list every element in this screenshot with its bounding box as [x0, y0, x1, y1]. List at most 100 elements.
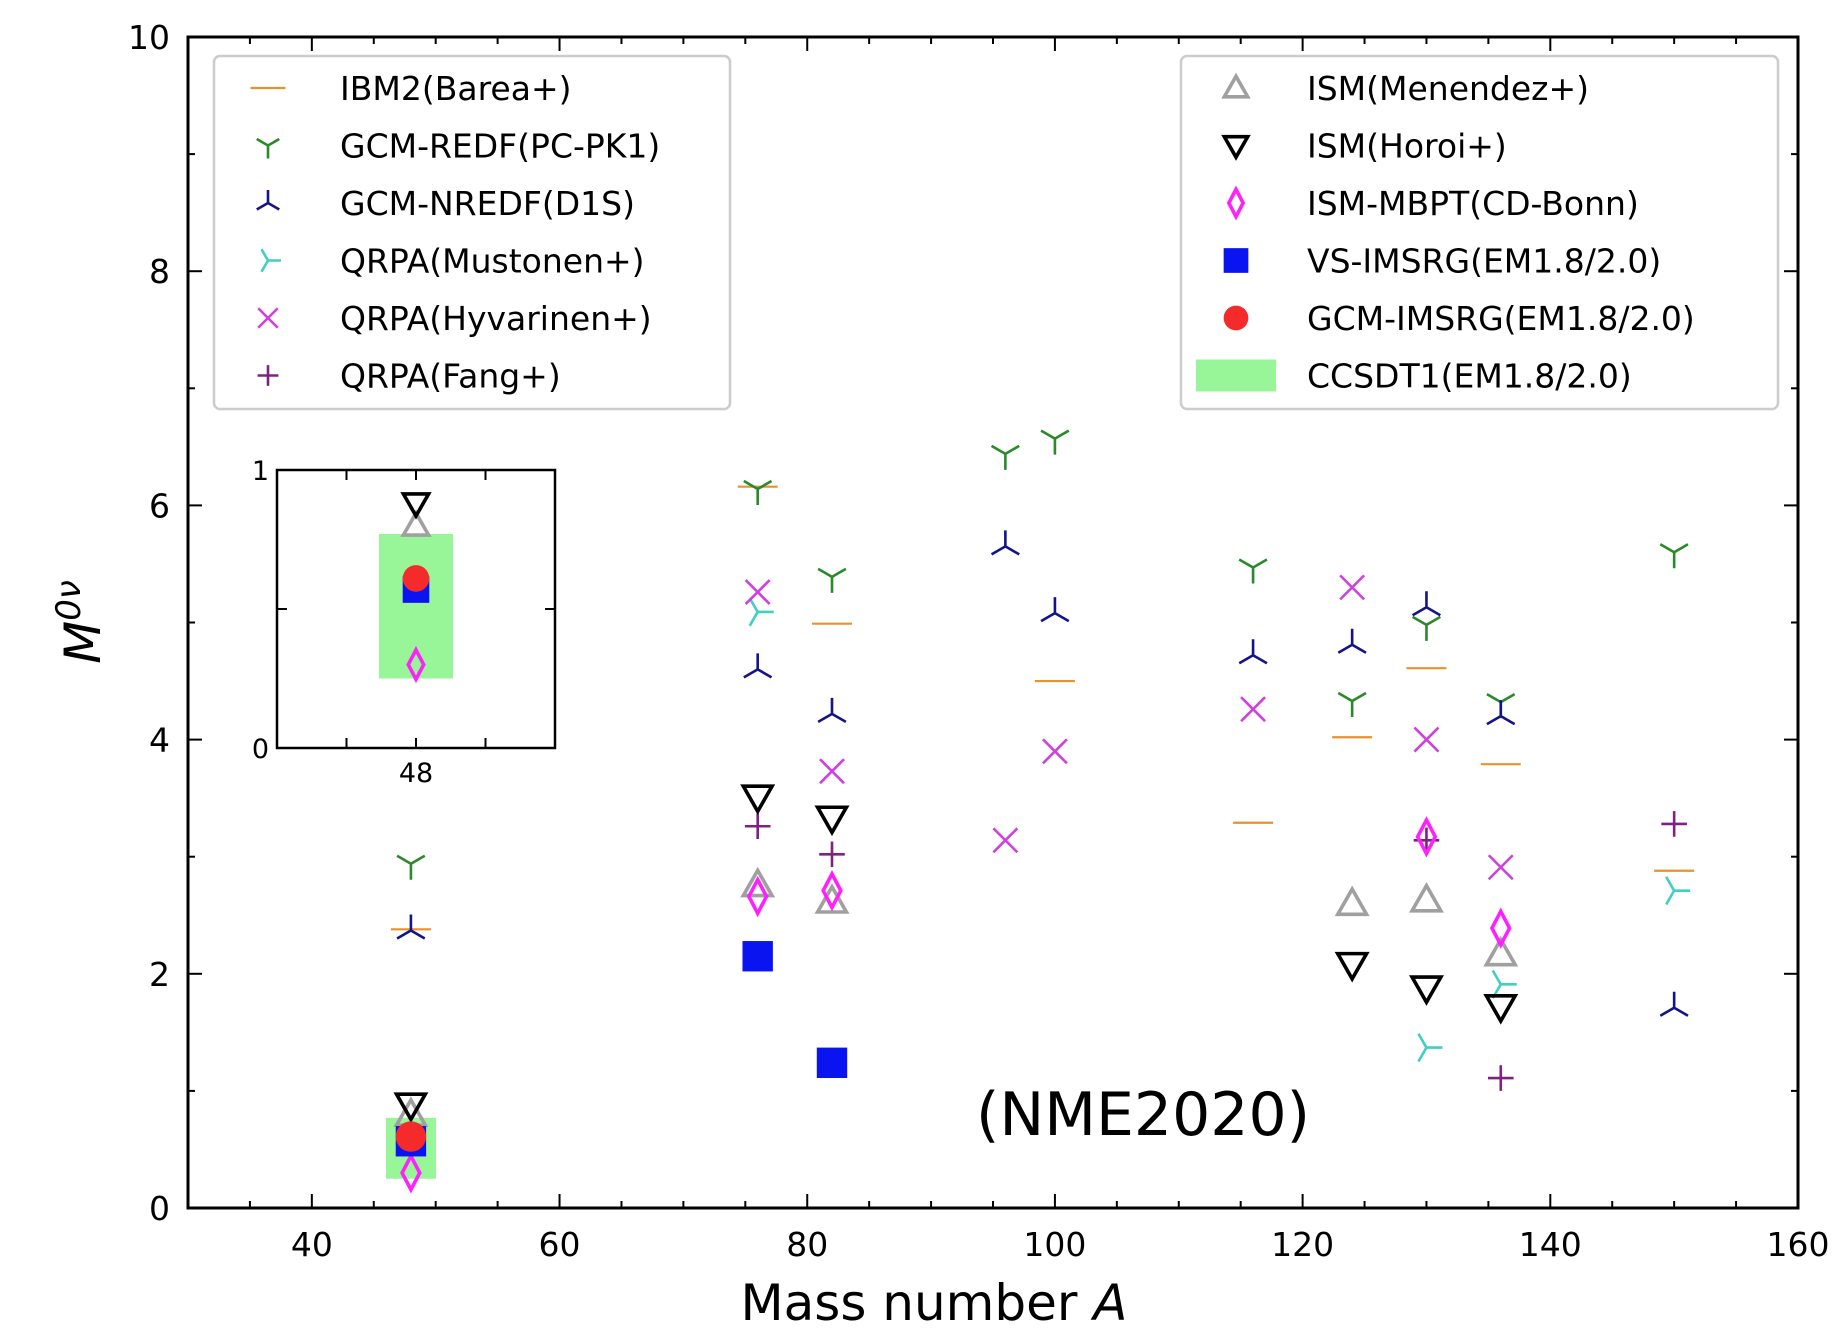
- data-point-gcm-nredf-d1s: [396, 914, 426, 940]
- data-point-gcm-nredf-d1s: [990, 530, 1020, 556]
- legend-swatch-ccsdt1-em1-8-2-0: [1196, 359, 1276, 392]
- legend-marker-ism-horoi: [1221, 134, 1251, 161]
- x-tick-label: 40: [291, 1225, 333, 1264]
- x-tick-label: 120: [1271, 1225, 1334, 1264]
- data-point-ism-menendez: [1334, 885, 1370, 917]
- x-tick-label: 100: [1023, 1225, 1086, 1264]
- inset-x-tick-label: 48: [399, 758, 433, 789]
- legend-label-ism-horoi: ISM(Horoi+): [1307, 127, 1507, 166]
- y-tick-label: 8: [149, 252, 170, 291]
- y-axis-title: M0ν: [49, 580, 112, 664]
- legend-label-gcm-redf-pc-pk1: GCM-REDF(PC-PK1): [340, 127, 660, 166]
- legend-right-frame: [1179, 54, 1780, 411]
- data-point-gcm-redf-pc-pk1: [1040, 429, 1070, 455]
- data-point-qrpa-hyvarinen: [1413, 726, 1440, 753]
- data-point-gcm-redf-pc-pk1: [1411, 615, 1441, 641]
- data-point-qrpa-mustonen: [1417, 1033, 1443, 1063]
- y-tick-label: 4: [149, 721, 170, 760]
- data-point-ism-mbpt-cd-bonn: [746, 875, 769, 918]
- data-point-ism-horoi: [740, 784, 776, 816]
- data-point-vs-imsrg-em1-8-2-0: [742, 941, 773, 972]
- nme2020-annotation: (NME2020): [976, 1080, 1310, 1150]
- legend-marker-qrpa-fang: [257, 365, 279, 386]
- data-point-ism-mbpt-cd-bonn: [821, 869, 843, 912]
- data-point-qrpa-hyvarinen: [1339, 574, 1366, 601]
- data-point-gcm-redf-pc-pk1: [817, 567, 847, 593]
- data-point-qrpa-hyvarinen: [819, 758, 845, 785]
- data-point-ism-menendez: [1408, 881, 1444, 913]
- data-point-ism-horoi: [1334, 951, 1370, 983]
- inset-ticks: 48 0 1: [252, 456, 555, 789]
- data-point-gcm-nredf-d1s: [817, 697, 847, 723]
- plot-marks: [385, 429, 1695, 1194]
- x-tick-label: 140: [1519, 1225, 1582, 1264]
- data-point-gcm-nredf-d1s: [1238, 639, 1268, 665]
- data-point-gcm-redf-pc-pk1: [396, 854, 426, 880]
- data-point-ism-menendez: [740, 866, 776, 898]
- data-point-gcm-nredf-d1s: [1659, 991, 1689, 1017]
- data-point-gcm-nredf-d1s: [1337, 628, 1367, 654]
- data-point-qrpa-mustonen: [1665, 876, 1691, 906]
- legend-marker-qrpa-mustonen: [260, 248, 281, 273]
- data-point-gcm-redf-pc-pk1: [743, 479, 773, 506]
- data-point-ism-mbpt-cd-bonn: [1489, 907, 1512, 949]
- legend-left-frame: [212, 54, 732, 411]
- legend-label-gcm-imsrg-em1-8-2-0: GCM-IMSRG(EM1.8/2.0): [1307, 299, 1695, 338]
- data-point-qrpa-hyvarinen: [992, 827, 1019, 854]
- legend-marker-qrpa-hyvarinen: [257, 307, 279, 329]
- data-point-gcm-redf-pc-pk1: [990, 444, 1020, 470]
- data-point-gcm-nredf-d1s: [1486, 700, 1516, 726]
- y-tick-label: 6: [149, 486, 170, 525]
- data-point-qrpa-fang: [1661, 811, 1687, 837]
- x-tick-label: 160: [1767, 1225, 1830, 1264]
- data-point-gcm-nredf-d1s: [743, 653, 773, 679]
- x-axis-title: Mass number A: [740, 1274, 1127, 1332]
- legend-label-ccsdt1-em1-8-2-0: CCSDT1(EM1.8/2.0): [1307, 357, 1632, 396]
- data-point-ism-menendez: [1483, 935, 1519, 967]
- inset-point-ism-menendez: [400, 509, 432, 537]
- axis-ticks: [187, 36, 1799, 1209]
- legend-label-qrpa-mustonen: QRPA(Mustonen+): [340, 242, 645, 281]
- inset-point-gcm-imsrg-em1-8-2-0: [402, 565, 430, 592]
- inset-y-tick-label: 1: [252, 456, 269, 487]
- data-point-ism-horoi: [814, 805, 850, 837]
- legend-marker-gcm-imsrg-em1-8-2-0: [1223, 305, 1249, 331]
- legend-label-ibm2-barea: IBM2(Barea+): [340, 69, 571, 108]
- data-point-gcm-redf-pc-pk1: [1238, 558, 1268, 584]
- legend-right: ISM(Menendez+) ISM(Horoi+) ISM-MBPT(CD-Bon…: [1179, 54, 1780, 411]
- legend-label-ism-mbpt-cd-bonn: ISM-MBPT(CD-Bonn): [1307, 184, 1639, 223]
- x-tick-labels: 40 60 80 100 120 140 160: [291, 1225, 1830, 1264]
- data-point-qrpa-hyvarinen: [1042, 738, 1068, 765]
- legend-label-vs-imsrg-em1-8-2-0: VS-IMSRG(EM1.8/2.0): [1307, 242, 1661, 281]
- inset-plot: 48 0 1: [252, 456, 557, 789]
- data-point-qrpa-fang: [819, 841, 845, 868]
- data-point-gcm-redf-pc-pk1: [1659, 543, 1689, 569]
- inset-point-ism-mbpt-cd-bonn: [406, 646, 426, 684]
- y-tick-labels: 0 2 4 6 8 10: [128, 18, 170, 1228]
- legend-marker-ism-menendez: [1221, 72, 1251, 99]
- data-point-qrpa-hyvarinen: [1487, 854, 1514, 881]
- data-point-qrpa-fang: [1487, 1065, 1514, 1091]
- data-point-gcm-nredf-d1s: [1040, 597, 1070, 623]
- y-tick-label: 2: [149, 955, 170, 994]
- legend-marker-gcm-nredf-d1s: [256, 190, 280, 211]
- data-point-gcm-imsrg-em1-8-2-0: [395, 1121, 427, 1152]
- inset-marks: [379, 492, 453, 684]
- inset-y-tick-label: 0: [252, 734, 269, 765]
- legend-marker-vs-imsrg-em1-8-2-0: [1223, 248, 1249, 273]
- legend-marker-gcm-redf-pc-pk1: [256, 137, 280, 159]
- legend-label-gcm-nredf-d1s: GCM-NREDF(D1S): [340, 184, 635, 223]
- data-point-gcm-nredf-d1s: [1411, 591, 1441, 617]
- data-point-vs-imsrg-em1-8-2-0: [816, 1047, 848, 1078]
- data-point-qrpa-hyvarinen: [1240, 696, 1266, 723]
- data-point-ism-horoi: [1408, 975, 1444, 1006]
- data-point-ism-horoi: [1483, 993, 1519, 1025]
- y-tick-label: 0: [149, 1189, 170, 1228]
- data-point-ism-horoi: [393, 1092, 429, 1123]
- legend-label-qrpa-hyvarinen: QRPA(Hyvarinen+): [340, 299, 652, 338]
- data-point-gcm-redf-pc-pk1: [1337, 691, 1367, 717]
- data-point-ism-menendez: [814, 883, 850, 914]
- data-point-qrpa-fang: [744, 813, 771, 840]
- data-point-ism-mbpt-cd-bonn: [400, 1152, 422, 1194]
